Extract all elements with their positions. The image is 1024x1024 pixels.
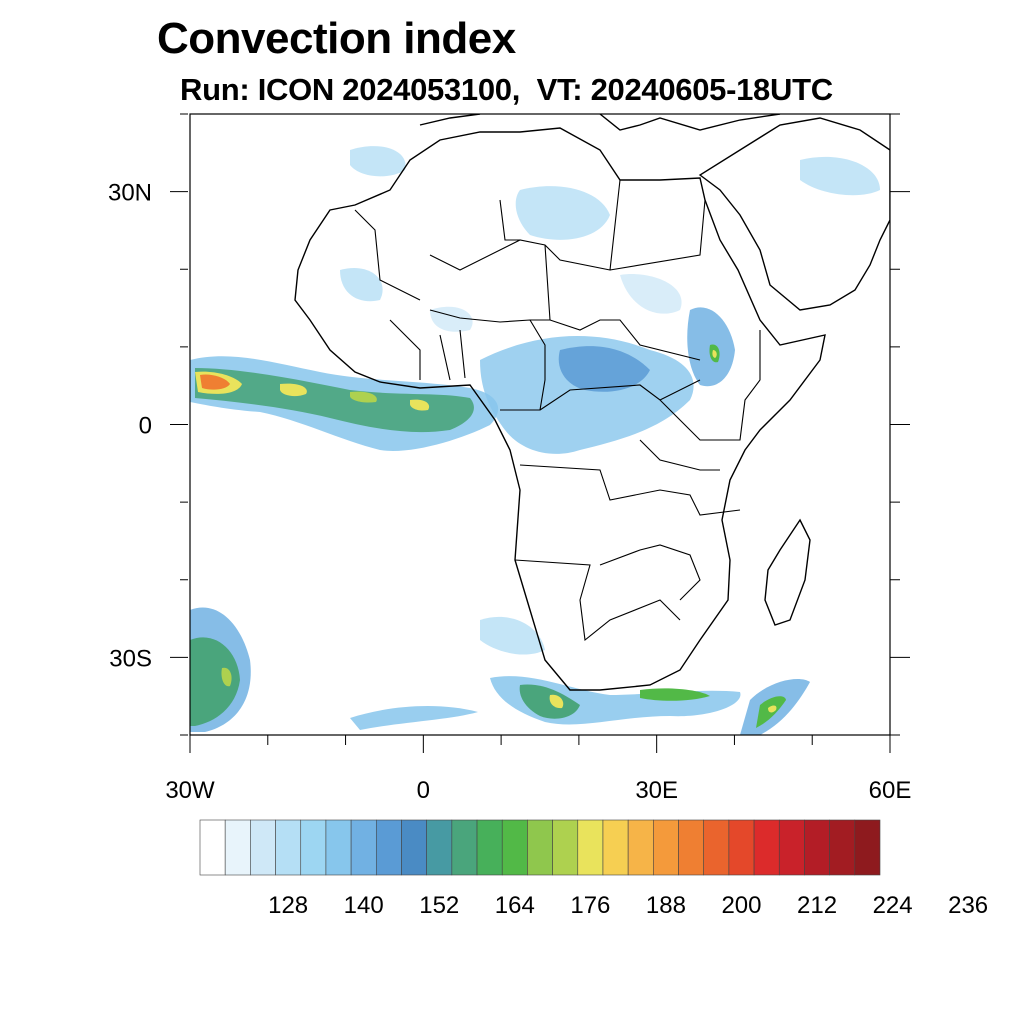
lon-label: 0 xyxy=(417,777,430,804)
colorbar-tick-label: 128 xyxy=(268,892,308,919)
convection-patch xyxy=(620,274,682,314)
colorbar-tick-label: 200 xyxy=(721,892,761,919)
map-subtitle: Run: ICON 2024053100, VT: 20240605-18UTC xyxy=(180,72,833,107)
arabia-coastline xyxy=(698,117,890,311)
colorbar-bin xyxy=(753,819,780,876)
colorbar-tick-label: 152 xyxy=(419,892,459,919)
colorbar-bin xyxy=(300,819,327,876)
lat-label: 30S xyxy=(109,645,152,672)
colorbar-tick-label: 212 xyxy=(797,892,837,919)
colorbar-bin xyxy=(527,819,553,876)
colorbar-tick-label: 176 xyxy=(570,892,610,919)
colorbar-bin xyxy=(602,819,629,876)
colorbar-bin xyxy=(804,819,830,876)
convection-patch xyxy=(480,616,545,655)
convection-south-atlantic-core xyxy=(190,637,240,726)
africa-coastline xyxy=(294,127,826,691)
lon-label: 60E xyxy=(869,777,912,804)
colorbar-bin xyxy=(325,819,352,876)
convection-patch xyxy=(800,156,880,196)
convection-cell xyxy=(640,688,710,701)
colorbar-bin xyxy=(275,819,302,876)
convection-cell xyxy=(712,350,717,358)
colorbar-tick-label: 140 xyxy=(344,892,384,919)
convection-cell xyxy=(280,383,307,397)
madagascar-coastline xyxy=(764,518,811,626)
colorbar-bin xyxy=(350,819,377,876)
colorbar-bin xyxy=(653,819,679,876)
colorbar-bin xyxy=(451,819,478,876)
colorbar-bin xyxy=(426,819,453,876)
colorbar-labels: 128 140 152 164 176 188 200 212 224 236 xyxy=(268,892,988,919)
axis-ticks xyxy=(170,113,910,753)
convection-cell xyxy=(549,694,564,709)
colorbar-bin xyxy=(854,819,881,876)
colorbar-bin xyxy=(501,819,528,876)
lat-label: 0 xyxy=(139,413,152,440)
colorbar-bin xyxy=(728,819,755,876)
convection-peak-atlantic xyxy=(200,374,230,390)
colorbar-bin xyxy=(829,819,856,876)
lat-label: 30N xyxy=(108,180,152,207)
coastlines xyxy=(294,114,890,691)
colorbar-bin xyxy=(627,819,654,876)
colorbar-bin xyxy=(703,819,730,876)
colorbar-bin xyxy=(577,819,604,876)
lon-label: 30E xyxy=(635,777,678,804)
colorbar-tick-label: 164 xyxy=(495,892,535,919)
europe-coastline xyxy=(419,114,781,131)
axis-labels: 30N 0 30S 30W 0 30E 60E xyxy=(108,180,911,804)
colorbar-bin xyxy=(250,819,276,876)
convection-cell xyxy=(221,667,232,687)
convection-field xyxy=(190,146,880,735)
colorbar-bin xyxy=(678,819,705,876)
convection-patch xyxy=(340,268,383,302)
convection-cell xyxy=(410,399,430,411)
colorbar xyxy=(199,819,881,876)
colorbar-bin xyxy=(199,819,226,876)
convection-north-africa xyxy=(515,186,610,240)
colorbar-bin xyxy=(224,819,251,876)
country-borders xyxy=(354,179,761,642)
colorbar-tick-label: 236 xyxy=(948,892,988,919)
convection-south-africa-core xyxy=(519,684,580,719)
convection-patch xyxy=(350,146,406,177)
colorbar-bin xyxy=(401,819,427,876)
colorbar-bin xyxy=(778,819,805,876)
lon-label: 30W xyxy=(165,777,215,804)
colorbar-tick-label: 188 xyxy=(646,892,686,919)
convection-patch xyxy=(430,306,473,332)
colorbar-bin xyxy=(476,819,503,876)
convection-south-atlantic-streak xyxy=(350,706,478,730)
convection-cell xyxy=(350,391,377,403)
convection-cell xyxy=(768,705,777,713)
colorbar-bin xyxy=(375,819,402,876)
colorbar-tick-label: 224 xyxy=(873,892,913,919)
map-title: Convection index xyxy=(157,14,516,63)
convection-core-atlantic xyxy=(195,368,474,433)
convection-central-core xyxy=(558,346,650,392)
colorbar-bin xyxy=(552,819,579,876)
